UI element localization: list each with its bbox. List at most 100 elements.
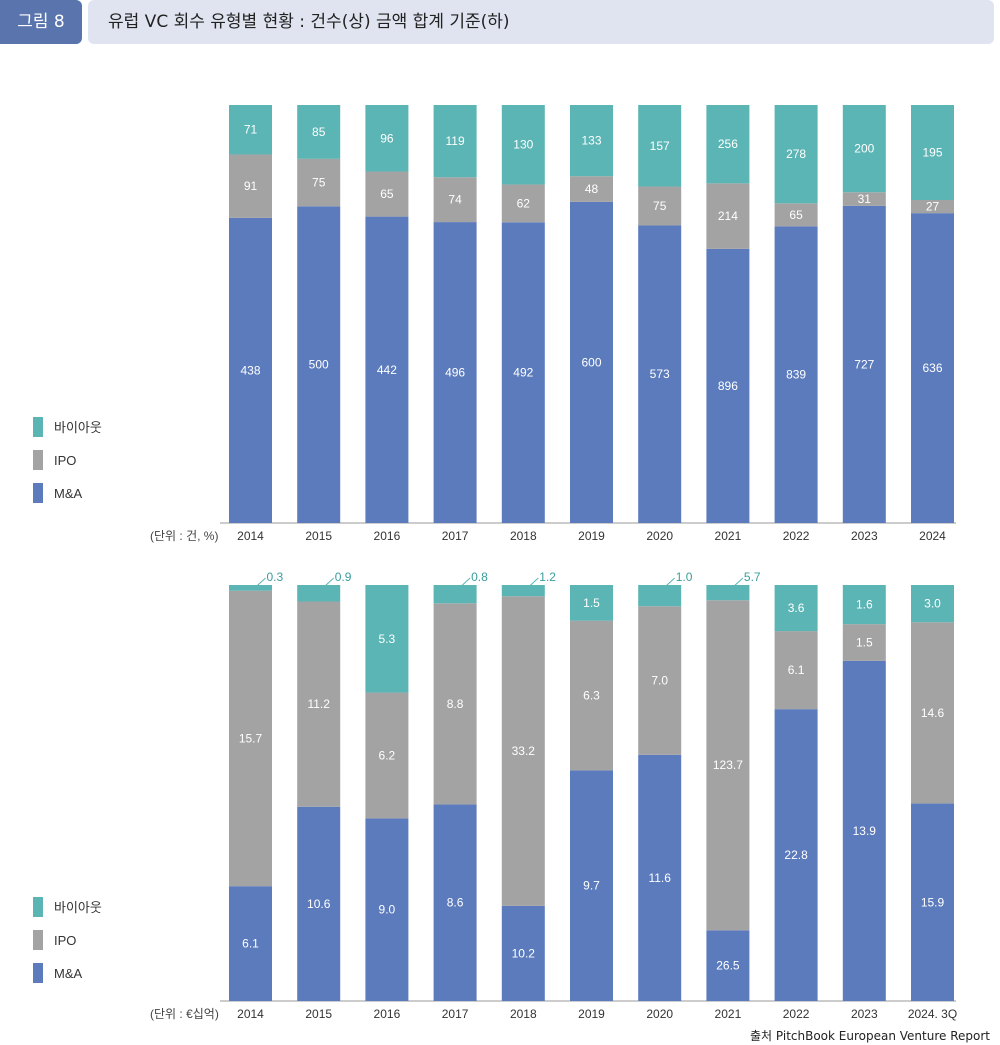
bar-segment: [365, 216, 409, 524]
data-label: 200: [854, 142, 874, 156]
data-label: 10.2: [512, 946, 536, 960]
bar-segment: [297, 806, 341, 1001]
x-tick-label: 2022: [783, 529, 810, 543]
data-label: 15.7: [239, 731, 263, 745]
bar-segment: [501, 105, 545, 185]
bar-segment: [501, 596, 545, 906]
data-label: 62: [517, 196, 531, 210]
source-note: 출처 PitchBook European Venture Report: [750, 1029, 990, 1043]
data-label: 0.9: [335, 570, 352, 584]
data-label: 0.3: [267, 570, 284, 584]
bar-segment: [911, 200, 954, 214]
data-label: 573: [650, 367, 670, 381]
bar-segment: [911, 622, 954, 804]
data-label: 8.8: [447, 697, 464, 711]
legend-label: 바이아웃: [54, 420, 102, 435]
callout-leader: [253, 577, 266, 590]
legend-label: M&A: [54, 966, 83, 981]
x-tick-label: 2022: [783, 1007, 810, 1021]
bar-segment: [911, 585, 954, 623]
bar-segment: [433, 105, 477, 178]
data-label: 636: [922, 361, 942, 375]
x-tick-label: 2015: [305, 1007, 332, 1021]
data-label: 33.2: [512, 744, 536, 758]
bar-segment: [229, 886, 272, 1001]
bar-segment: [229, 105, 272, 155]
bar-segment: [774, 585, 818, 632]
x-tick-label: 2015: [305, 529, 332, 543]
data-label: 133: [581, 134, 601, 148]
x-tick-label: 2018: [510, 1007, 537, 1021]
bar-segment: [501, 585, 545, 597]
bar-segment: [706, 930, 750, 1001]
bar-segment: [842, 205, 886, 523]
bar-segment: [229, 154, 272, 218]
data-label: 71: [244, 123, 258, 137]
bar-segment: [570, 770, 613, 1001]
callout-leader: [662, 577, 676, 590]
data-label: 5.7: [744, 570, 761, 584]
bar-segment: [501, 222, 545, 524]
legend-swatch: [33, 450, 43, 470]
bar-segment: [774, 226, 818, 524]
bar-segment: [774, 709, 818, 1001]
legend-swatch: [33, 930, 43, 950]
bar-segment: [842, 624, 886, 661]
bar-segment: [365, 818, 409, 1001]
data-label: 9.0: [379, 903, 396, 917]
bar-segment: [229, 217, 272, 524]
data-label: 3.6: [788, 601, 805, 615]
bar-segment: [774, 105, 818, 204]
bar-segment: [706, 600, 750, 931]
data-label: 75: [312, 176, 326, 190]
data-label: 26.5: [716, 959, 740, 973]
bar-segment: [570, 105, 613, 177]
data-label: 6.3: [583, 689, 600, 703]
data-label: 727: [854, 357, 874, 371]
bar-segment: [365, 171, 409, 217]
bar-segment: [706, 585, 750, 601]
bar-segment: [501, 184, 545, 223]
x-tick-label: 2021: [715, 1007, 742, 1021]
x-tick-label: 2016: [374, 529, 401, 543]
figure-number-tag: 그림 8: [0, 0, 82, 44]
data-label: 31: [858, 192, 872, 206]
x-tick-label: 2019: [578, 529, 605, 543]
bar-segment: [229, 585, 272, 591]
data-label: 7.0: [651, 674, 668, 688]
callout-leader: [730, 577, 744, 590]
data-label: 9.7: [583, 879, 600, 893]
data-label: 839: [786, 368, 806, 382]
callout-leader: [525, 577, 539, 590]
data-label: 75: [653, 199, 667, 213]
x-tick-label: 2019: [578, 1007, 605, 1021]
x-tick-label: 2014: [237, 529, 264, 543]
bar-segment: [774, 631, 818, 710]
bar-segment: [570, 176, 613, 202]
x-tick-label: 2017: [442, 1007, 469, 1021]
legend-swatch: [33, 483, 43, 503]
legend-label: 바이아웃: [54, 900, 102, 915]
x-tick-label: 2023: [851, 529, 878, 543]
data-label: 1.5: [856, 636, 873, 650]
unit-label: (단위 : 건, %): [150, 529, 218, 543]
data-label: 65: [380, 187, 394, 201]
data-label: 119: [446, 134, 465, 148]
bar-segment: [365, 105, 409, 172]
bar-segment: [638, 105, 682, 187]
bar-segment: [638, 606, 682, 755]
data-label: 896: [718, 379, 738, 393]
data-label: 91: [244, 179, 258, 193]
data-label: 11.2: [307, 697, 330, 711]
data-label: 496: [445, 366, 465, 380]
bar-segment: [433, 804, 477, 1001]
bar-segment: [297, 105, 341, 159]
data-label: 214: [718, 209, 738, 223]
data-label: 6.1: [242, 937, 259, 951]
bar-segment: [842, 585, 886, 625]
data-label: 96: [380, 131, 394, 145]
data-label: 123.7: [713, 758, 743, 772]
data-label: 13.9: [853, 824, 877, 838]
data-label: 65: [789, 208, 803, 222]
data-label: 438: [240, 363, 260, 377]
